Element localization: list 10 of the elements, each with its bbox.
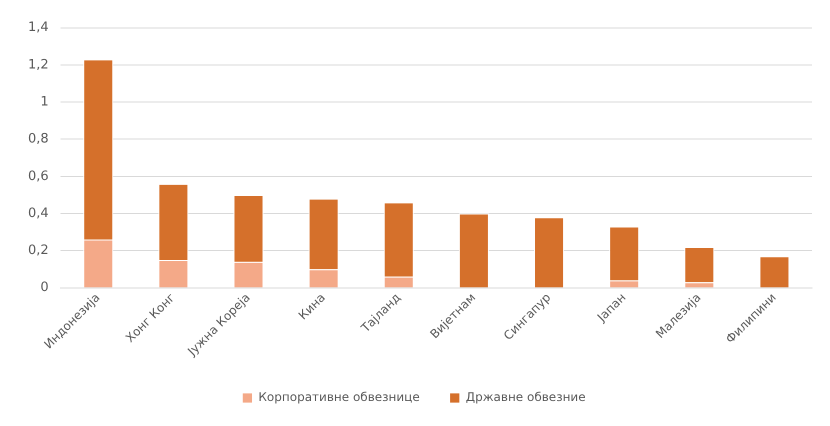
y-tick-label: 1	[40, 94, 49, 110]
y-tick-label: 1,2	[28, 57, 49, 72]
legend-label: Корпоративне обвезнице	[258, 390, 420, 404]
y-tick-label: 0,6	[28, 168, 49, 184]
legend-label: Државне обвезние	[466, 390, 586, 404]
y-tick-label: 0	[40, 280, 49, 296]
y-tick-label: 1,4	[28, 20, 49, 36]
y-tick-label: 0,8	[28, 132, 49, 147]
y-tick-label: 0,4	[28, 206, 49, 221]
y-tick-label: 0,2	[28, 243, 49, 258]
